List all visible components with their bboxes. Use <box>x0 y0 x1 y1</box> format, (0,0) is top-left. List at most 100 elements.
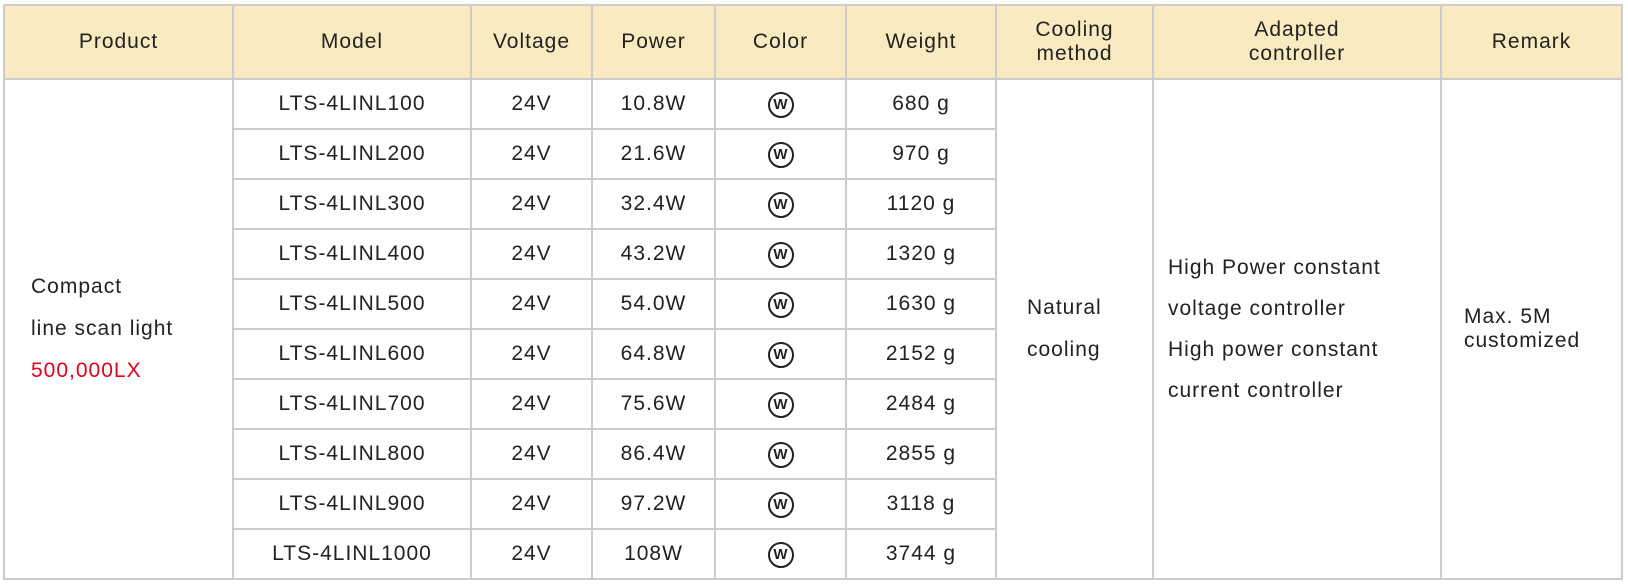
product-name: line scan light <box>31 317 174 340</box>
power-cell: 54.0W <box>591 278 716 330</box>
white-color-icon: W <box>767 191 794 218</box>
model-cell: LTS-4LINL800 <box>232 428 472 480</box>
color-cell: W <box>714 378 847 430</box>
white-color-icon: W <box>767 441 794 468</box>
product-cell: Compact line scan light 500,000LX <box>3 78 234 580</box>
cooling-text: cooling <box>1027 338 1101 361</box>
white-color-icon: W <box>767 541 794 568</box>
weight-cell: 2484 g <box>845 378 997 430</box>
cooling-cell: Natural cooling <box>995 78 1154 580</box>
column-header: Product <box>3 4 234 80</box>
table-row: Compact line scan light 500,000LX LTS-4LINL… <box>3 78 1623 580</box>
cooling-text: Natural <box>1027 296 1102 319</box>
header-label: Voltage <box>492 30 571 53</box>
voltage-cell: 24V <box>470 128 593 180</box>
header-label: method <box>1036 42 1113 65</box>
header-label: Power <box>621 30 686 53</box>
table-row: LTS-4LINL600 24V 64.8W W 2152 g <box>4 328 1622 380</box>
white-color-icon: W <box>767 391 794 418</box>
power-cell: 86.4W <box>591 428 716 480</box>
power-cell: 97.2W <box>591 478 716 530</box>
product-name: Compact <box>31 275 123 298</box>
remark-text: Max. 5M <box>1464 305 1552 328</box>
table-row: LTS-4LINL200 24V 21.6W W 970 g <box>4 128 1622 180</box>
color-cell: W <box>714 328 847 380</box>
voltage-cell: 24V <box>470 278 593 330</box>
power-cell: 10.8W <box>591 78 716 130</box>
column-header: Color <box>714 4 847 80</box>
controller-text: voltage controller <box>1168 297 1346 320</box>
spec-table: Product Model Voltage Power Color Weight Cooli… <box>3 4 1623 580</box>
controller-text: High power constant <box>1168 338 1379 361</box>
voltage-cell: 24V <box>470 478 593 530</box>
model-cell: LTS-4LINL500 <box>232 278 472 330</box>
table-row: LTS-4LINL400 24V 43.2W W 1320 g <box>4 228 1622 280</box>
header-label: controller <box>1248 42 1346 65</box>
column-header: Weight <box>845 4 997 80</box>
voltage-cell: 24V <box>470 528 593 580</box>
color-cell: W <box>714 178 847 230</box>
voltage-cell: 24V <box>470 228 593 280</box>
header-label: Color <box>752 30 809 53</box>
controller-text: current controller <box>1168 379 1344 402</box>
product-lux: 500,000LX <box>31 359 142 382</box>
column-header: Power <box>591 4 716 80</box>
weight-cell: 3744 g <box>845 528 997 580</box>
white-color-icon: W <box>767 141 794 168</box>
color-cell: W <box>714 278 847 330</box>
table-row: LTS-4LINL1000 24V 108W W 3744 g <box>4 528 1622 580</box>
header-label: Adapted <box>1254 18 1340 41</box>
color-cell: W <box>714 228 847 280</box>
table-row: LTS-4LINL300 24V 32.4W W 1120 g <box>4 178 1622 230</box>
color-cell: W <box>714 428 847 480</box>
header-label: Remark <box>1491 30 1572 53</box>
header-row: Product Model Voltage Power Color Weight Cooli… <box>3 4 1623 80</box>
weight-cell: 970 g <box>845 128 997 180</box>
model-cell: LTS-4LINL1000 <box>232 528 472 580</box>
model-cell: LTS-4LINL100 <box>232 78 472 130</box>
header-label: Weight <box>885 30 957 53</box>
column-header: Voltage <box>470 4 593 80</box>
table-row: LTS-4LINL800 24V 86.4W W 2855 g <box>4 428 1622 480</box>
power-cell: 32.4W <box>591 178 716 230</box>
white-color-icon: W <box>767 241 794 268</box>
weight-cell: 1320 g <box>845 228 997 280</box>
table-row: LTS-4LINL700 24V 75.6W W 2484 g <box>4 378 1622 430</box>
model-cell: LTS-4LINL600 <box>232 328 472 380</box>
remark-cell: Max. 5M customized <box>1440 78 1623 580</box>
controller-text: High Power constant <box>1168 256 1381 279</box>
white-color-icon: W <box>767 491 794 518</box>
color-cell: W <box>714 78 847 130</box>
controller-cell: High Power constant voltage controller Hig… <box>1152 78 1442 580</box>
column-header: Adapted controller <box>1152 4 1442 80</box>
voltage-cell: 24V <box>470 178 593 230</box>
power-cell: 75.6W <box>591 378 716 430</box>
power-cell: 21.6W <box>591 128 716 180</box>
power-cell: 64.8W <box>591 328 716 380</box>
voltage-cell: 24V <box>470 378 593 430</box>
weight-cell: 680 g <box>845 78 997 130</box>
voltage-cell: 24V <box>470 78 593 130</box>
column-header: Model <box>232 4 472 80</box>
weight-cell: 3118 g <box>845 478 997 530</box>
remark-text: customized <box>1464 329 1581 352</box>
model-cell: LTS-4LINL700 <box>232 378 472 430</box>
white-color-icon: W <box>767 291 794 318</box>
model-cell: LTS-4LINL300 <box>232 178 472 230</box>
white-color-icon: W <box>767 341 794 368</box>
header-label: Product <box>78 30 159 53</box>
color-cell: W <box>714 478 847 530</box>
model-cell: LTS-4LINL200 <box>232 128 472 180</box>
column-header: Cooling method <box>995 4 1154 80</box>
table-row: LTS-4LINL500 24V 54.0W W 1630 g <box>4 278 1622 330</box>
color-cell: W <box>714 128 847 180</box>
voltage-cell: 24V <box>470 328 593 380</box>
white-color-icon: W <box>767 91 794 118</box>
table-row: LTS-4LINL900 24V 97.2W W 3118 g <box>4 478 1622 530</box>
model-cell: LTS-4LINL900 <box>232 478 472 530</box>
header-label: Cooling <box>1035 18 1114 41</box>
column-header: Remark <box>1440 4 1623 80</box>
weight-cell: 2152 g <box>845 328 997 380</box>
voltage-cell: 24V <box>470 428 593 480</box>
color-cell: W <box>714 528 847 580</box>
